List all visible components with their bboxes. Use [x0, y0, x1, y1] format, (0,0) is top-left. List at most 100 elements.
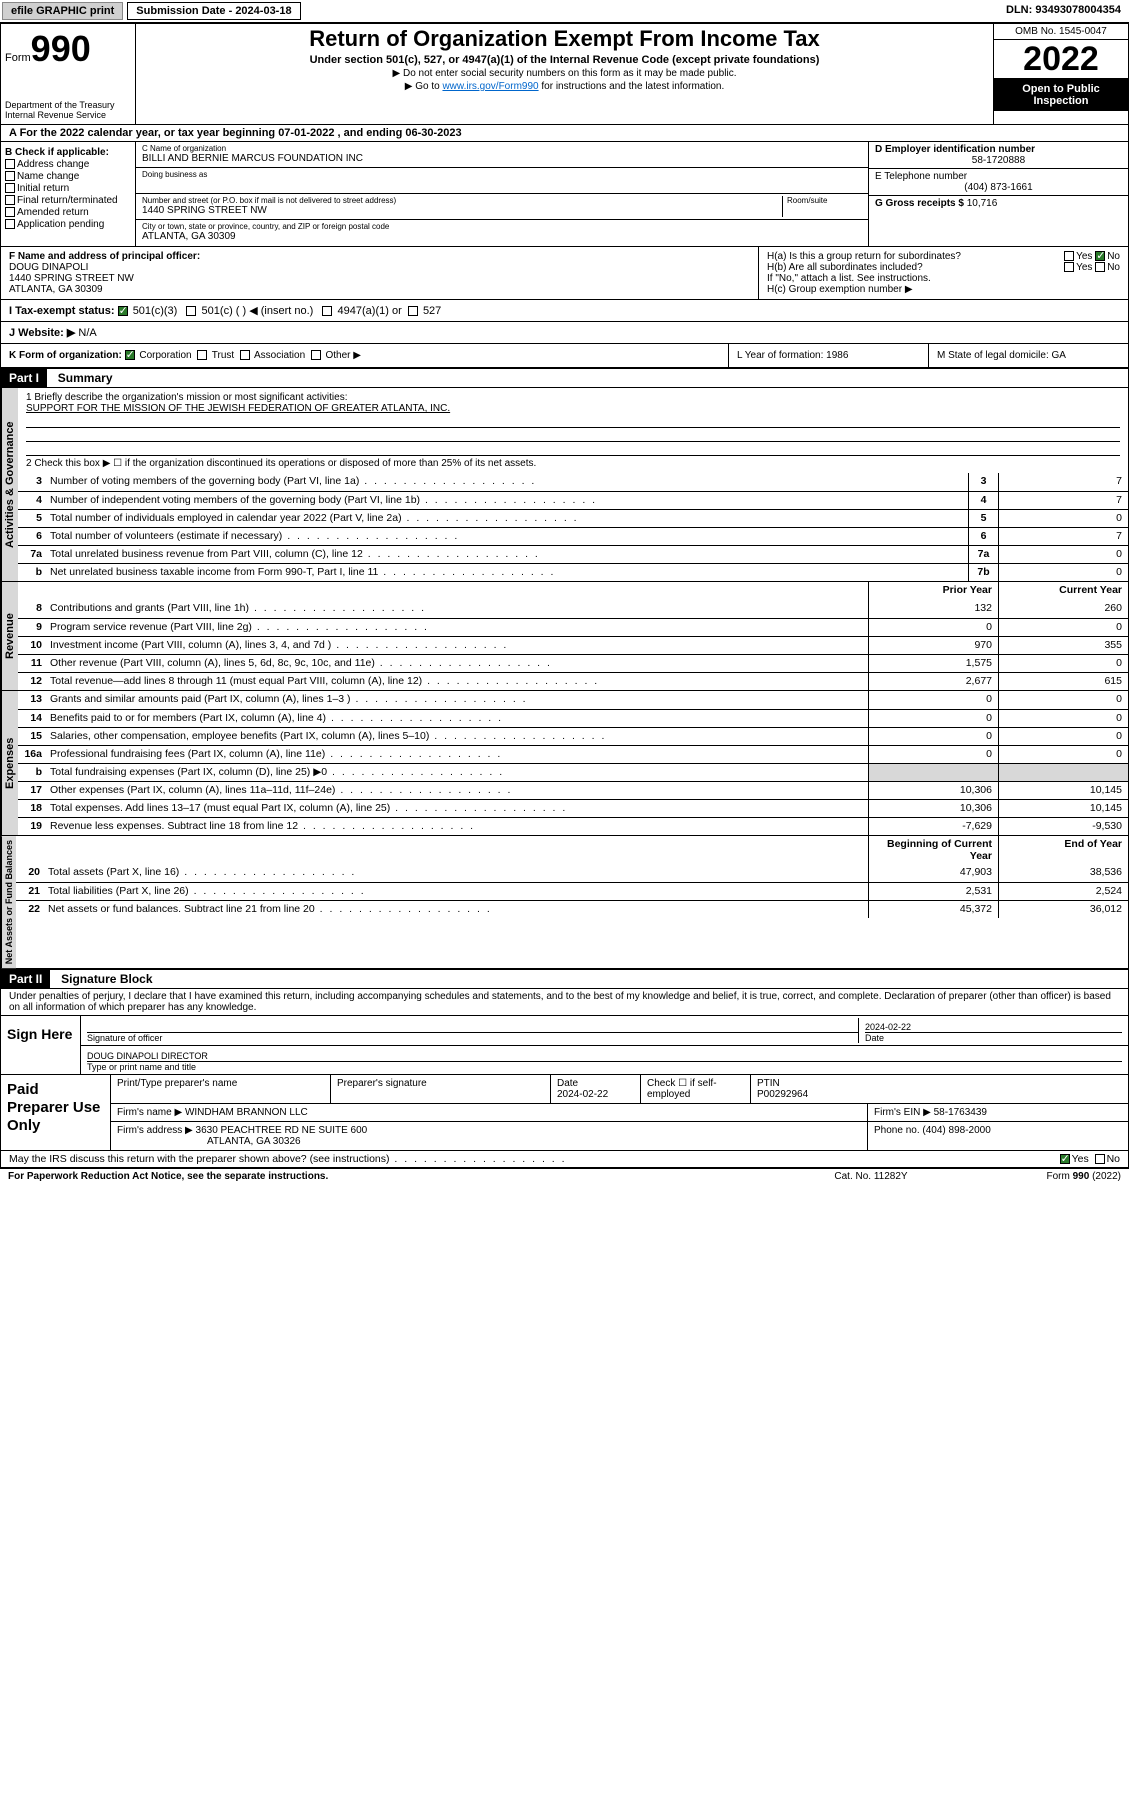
cb-application-pending[interactable]: Application pending [5, 219, 131, 230]
summary-line: 17Other expenses (Part IX, column (A), l… [18, 781, 1128, 799]
officer-addr1: 1440 SPRING STREET NW [9, 273, 750, 284]
summary-line: 16aProfessional fundraising fees (Part I… [18, 745, 1128, 763]
officer-label: F Name and address of principal officer: [9, 251, 750, 262]
officer-name: DOUG DINAPOLI [9, 262, 750, 273]
part-1-title: Summary [50, 369, 121, 387]
summary-line: 6Total number of volunteers (estimate if… [18, 527, 1128, 545]
city-value: ATLANTA, GA 30309 [142, 231, 862, 242]
vtab-expenses: Expenses [1, 691, 18, 835]
cb-final-return[interactable]: Final return/terminated [5, 195, 131, 206]
summary-line: bTotal fundraising expenses (Part IX, co… [18, 763, 1128, 781]
officer-print-name: DOUG DINAPOLI DIRECTOR [87, 1051, 1122, 1061]
form-note-1: ▶ Do not enter social security numbers o… [144, 68, 985, 79]
summary-line: 15Salaries, other compensation, employee… [18, 727, 1128, 745]
row-j-label: J Website: ▶ [9, 327, 75, 339]
irs-label: Internal Revenue Service [5, 110, 131, 120]
form-number: 990 [31, 28, 91, 69]
inspection-badge: Open to Public Inspection [994, 79, 1128, 111]
row-k-form-org: K Form of organization: Corporation Trus… [1, 344, 728, 367]
phone-label: E Telephone number [875, 171, 1122, 182]
summary-line: bNet unrelated business taxable income f… [18, 563, 1128, 581]
q2-label: 2 Check this box ▶ ☐ if the organization… [26, 458, 1120, 469]
firm-phone-lbl: Phone no. [874, 1125, 920, 1136]
org-name-label: C Name of organization [142, 144, 862, 153]
paid-preparer-label: Paid Preparer Use Only [1, 1075, 111, 1150]
prep-name-hdr: Print/Type preparer's name [117, 1078, 324, 1089]
prep-sig-hdr: Preparer's signature [337, 1078, 544, 1089]
summary-line: 19Revenue less expenses. Subtract line 1… [18, 817, 1128, 835]
cb-address-change[interactable]: Address change [5, 159, 131, 170]
dept-label: Department of the Treasury [5, 100, 131, 110]
firm-addr1: 3630 PEACHTREE RD NE SUITE 600 [196, 1125, 368, 1136]
gross-receipts-value: 10,716 [967, 198, 998, 209]
top-toolbar: efile GRAPHIC print Submission Date - 20… [0, 0, 1129, 23]
form-title: Return of Organization Exempt From Incom… [144, 26, 985, 52]
tax-year: 2022 [994, 40, 1128, 79]
part-2-tag: Part II [1, 970, 50, 988]
end-year-hdr: End of Year [998, 836, 1128, 864]
ptin-hdr: PTIN [757, 1078, 1122, 1089]
cb-amended-return[interactable]: Amended return [5, 207, 131, 218]
firm-ein-lbl: Firm's EIN ▶ [874, 1107, 931, 1118]
part-2-title: Signature Block [53, 970, 160, 988]
submission-date: Submission Date - 2024-03-18 [127, 2, 300, 20]
summary-line: 7aTotal unrelated business revenue from … [18, 545, 1128, 563]
dln-label: DLN: 93493078004354 [998, 0, 1129, 22]
ein-value: 58-1720888 [875, 155, 1122, 166]
summary-line: 3Number of voting members of the governi… [18, 473, 1128, 491]
form-word: Form [5, 52, 31, 64]
pra-notice: For Paperwork Reduction Act Notice, see … [8, 1171, 771, 1182]
summary-line: 21Total liabilities (Part X, line 26)2,5… [16, 882, 1128, 900]
ptin-val: P00292964 [757, 1089, 1122, 1100]
firm-phone: (404) 898-2000 [922, 1125, 990, 1136]
prior-year-hdr: Prior Year [868, 582, 998, 600]
vtab-revenue: Revenue [1, 582, 18, 690]
form-subtitle: Under section 501(c), 527, or 4947(a)(1)… [144, 54, 985, 66]
vtab-net-assets: Net Assets or Fund Balances [1, 836, 16, 968]
firm-addr-lbl: Firm's address ▶ [117, 1125, 193, 1136]
officer-addr2: ATLANTA, GA 30309 [9, 284, 750, 295]
summary-line: 20Total assets (Part X, line 16)47,90338… [16, 864, 1128, 882]
firm-name: WINDHAM BRANNON LLC [185, 1107, 308, 1118]
irs-link[interactable]: www.irs.gov/Form990 [442, 81, 538, 92]
sign-here-label: Sign Here [1, 1016, 81, 1074]
footer-form: Form 990 (2022) [971, 1171, 1121, 1182]
city-label: City or town, state or province, country… [142, 222, 862, 231]
summary-line: 11Other revenue (Part VIII, column (A), … [18, 654, 1128, 672]
omb-number: OMB No. 1545-0047 [994, 24, 1128, 40]
vtab-governance: Activities & Governance [1, 388, 18, 581]
address-label: Number and street (or P.O. box if mail i… [142, 196, 782, 205]
gross-receipts-label: G Gross receipts $ [875, 198, 964, 209]
summary-line: 4Number of independent voting members of… [18, 491, 1128, 509]
officer-sig-label: Signature of officer [87, 1032, 858, 1043]
summary-line: 5Total number of individuals employed in… [18, 509, 1128, 527]
row-i: I Tax-exempt status: 501(c)(3) 501(c) ( … [9, 304, 1120, 317]
firm-ein: 58-1763439 [934, 1107, 987, 1118]
part-1-tag: Part I [1, 369, 47, 387]
cat-no: Cat. No. 11282Y [771, 1171, 971, 1182]
summary-line: 14Benefits paid to or for members (Part … [18, 709, 1128, 727]
q1-value: SUPPORT FOR THE MISSION OF THE JEWISH FE… [26, 403, 1120, 414]
efile-button[interactable]: efile GRAPHIC print [2, 2, 123, 20]
prep-date-hdr: Date [557, 1078, 634, 1089]
prep-selfemp: Check ☐ if self-employed [647, 1078, 744, 1100]
summary-line: 10Investment income (Part VIII, column (… [18, 636, 1128, 654]
dba-label: Doing business as [142, 170, 862, 179]
cb-initial-return[interactable]: Initial return [5, 183, 131, 194]
firm-addr2: ATLANTA, GA 30326 [117, 1136, 861, 1147]
row-m-state: M State of legal domicile: GA [928, 344, 1128, 367]
begin-year-hdr: Beginning of Current Year [868, 836, 998, 864]
h-a-row: H(a) Is this a group return for subordin… [767, 251, 1120, 262]
penalties-text: Under penalties of perjury, I declare th… [1, 989, 1128, 1015]
form-990: Form990 Department of the Treasury Inter… [0, 23, 1129, 1169]
cb-name-change[interactable]: Name change [5, 171, 131, 182]
firm-name-lbl: Firm's name ▶ [117, 1107, 182, 1118]
summary-line: 8Contributions and grants (Part VIII, li… [18, 600, 1128, 618]
phone-value: (404) 873-1661 [875, 182, 1122, 193]
summary-line: 22Net assets or fund balances. Subtract … [16, 900, 1128, 918]
summary-line: 9Program service revenue (Part VIII, lin… [18, 618, 1128, 636]
form-note-2: ▶ Go to www.irs.gov/Form990 for instruct… [144, 81, 985, 92]
row-a-tax-year: A For the 2022 calendar year, or tax yea… [1, 125, 1128, 142]
ein-label: D Employer identification number [875, 144, 1122, 155]
box-b-label: B Check if applicable: [5, 147, 131, 158]
